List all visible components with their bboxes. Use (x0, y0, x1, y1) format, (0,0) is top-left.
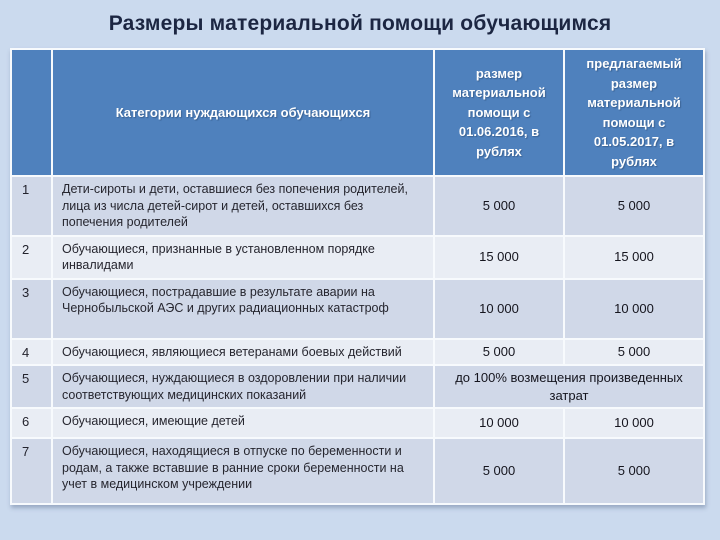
row-size-2017: 10 000 (563, 277, 705, 340)
header-size-2017-cell: предлагаемый размер материальной помощи … (563, 48, 705, 177)
row-category: Обучающиеся, находящиеся в отпуске по бе… (51, 437, 435, 505)
row-number: 7 (10, 437, 53, 505)
row-size-2017: 5 000 (563, 437, 705, 505)
row-category: Обучающиеся, нуждающиеся в оздоровлении … (51, 364, 435, 409)
row-number: 2 (10, 234, 53, 280)
table-header-row: Категории нуждающихся обучающихся размер… (10, 48, 705, 177)
table-row: 2 Обучающиеся, признанные в установленно… (10, 234, 705, 280)
row-number: 3 (10, 277, 53, 340)
page-title: Размеры материальной помощи обучающимся (108, 12, 612, 35)
table-row: 4 Обучающиеся, являющиеся ветеранами бое… (10, 337, 705, 366)
row-size-2017: 5 000 (563, 337, 705, 366)
row-number: 6 (10, 407, 53, 439)
table-row: 1 Дети-сироты и дети, оставшиеся без поп… (10, 175, 705, 237)
header-number-cell (10, 48, 53, 177)
header-category-cell: Категории нуждающихся обучающихся (51, 48, 435, 177)
row-size-2016: 5 000 (433, 337, 565, 366)
header-size-2016-cell: размер материальной помощи с 01.06.2016,… (433, 48, 565, 177)
row-size-2016: 10 000 (433, 277, 565, 340)
table-row: 7 Обучающиеся, находящиеся в отпуске по … (10, 437, 705, 505)
row-number: 4 (10, 337, 53, 366)
table-row: 5 Обучающиеся, нуждающиеся в оздоровлени… (10, 364, 705, 409)
row-category: Обучающиеся, имеющие детей (51, 407, 435, 439)
row-category: Обучающиеся, являющиеся ветеранами боевы… (51, 337, 435, 366)
row-size-2016: 5 000 (433, 437, 565, 505)
assistance-table: Категории нуждающихся обучающихся размер… (10, 48, 705, 505)
row-size-2016: 5 000 (433, 175, 565, 237)
row-number: 1 (10, 175, 53, 237)
table-row: 3 Обучающиеся, пострадавшие в результате… (10, 277, 705, 340)
row-category: Дети-сироты и дети, оставшиеся без попеч… (51, 175, 435, 237)
row-size-2016: 15 000 (433, 234, 565, 280)
row-size-2017: 5 000 (563, 175, 705, 237)
row-number: 5 (10, 364, 53, 409)
row-category: Обучающиеся, пострадавшие в результате а… (51, 277, 435, 340)
row-size-2017: 10 000 (563, 407, 705, 439)
row-merged-value: до 100% возмещения произведенных затрат (433, 364, 705, 409)
row-size-2016: 10 000 (433, 407, 565, 439)
row-size-2017: 15 000 (563, 234, 705, 280)
table-row: 6 Обучающиеся, имеющие детей 10 000 10 0… (10, 407, 705, 439)
row-category: Обучающиеся, признанные в установленном … (51, 234, 435, 280)
